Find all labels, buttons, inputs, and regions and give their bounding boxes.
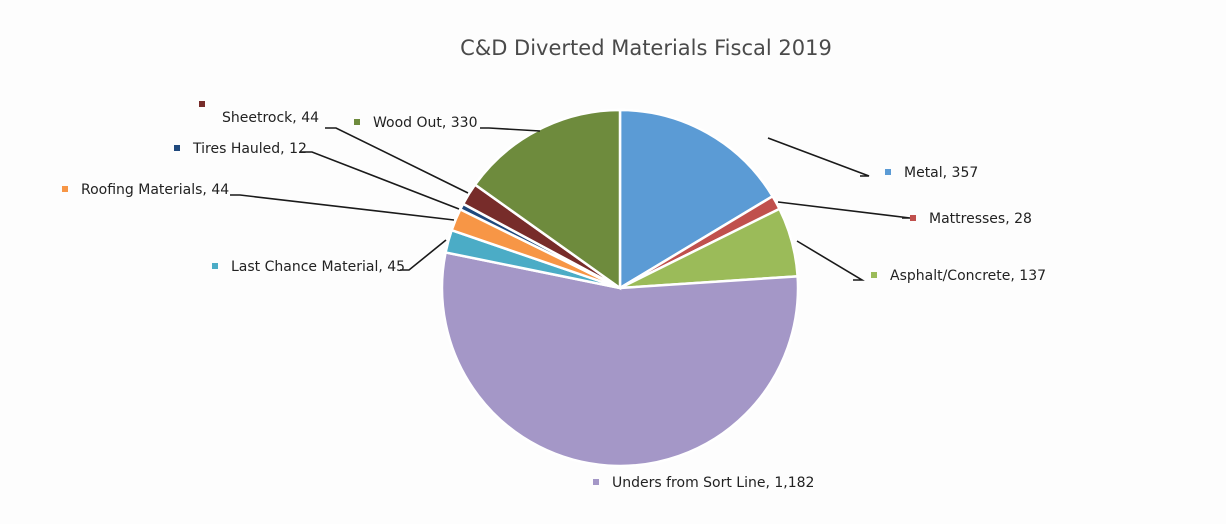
leader-line [400,239,447,271]
label-marker-icon [871,272,877,278]
leader-line [230,194,455,221]
label-marker-icon [885,169,891,175]
leader-line [796,240,865,281]
label-marker-icon [354,119,360,125]
label-marker-icon [62,186,68,192]
chart-title: C&D Diverted Materials Fiscal 2019 [460,36,832,60]
leader-line [767,137,870,177]
labels-layer: Metal, 357 Mattresses, 28 Asphalt/Concrete… [62,101,1046,491]
label-marker-icon [212,263,218,269]
data-label: Mattresses, 28 [929,211,1032,227]
leader-line [300,151,460,210]
data-label: Asphalt/Concrete, 137 [890,268,1046,284]
slices-layer [440,108,800,468]
data-label: Wood Out, 330 [373,115,478,131]
data-label: Sheetrock, 44 [222,110,319,126]
leaders-layer [230,127,911,281]
data-label: Tires Hauled, 12 [192,141,307,157]
data-label: Last Chance Material, 45 [231,259,405,275]
data-label: Unders from Sort Line, 1,182 [612,475,814,491]
label-marker-icon [593,479,599,485]
data-label: Roofing Materials, 44 [81,182,229,198]
pie-slice-unders-from-sort-line [440,250,800,468]
label-marker-icon [199,101,205,107]
pie-slice-wood-out [473,108,622,291]
pie-slice-metal [618,108,775,291]
label-marker-icon [910,215,916,221]
data-label: Metal, 357 [904,165,978,181]
label-marker-icon [174,145,180,151]
leader-line [777,201,911,219]
leader-line [480,127,541,132]
leader-line [325,127,469,194]
